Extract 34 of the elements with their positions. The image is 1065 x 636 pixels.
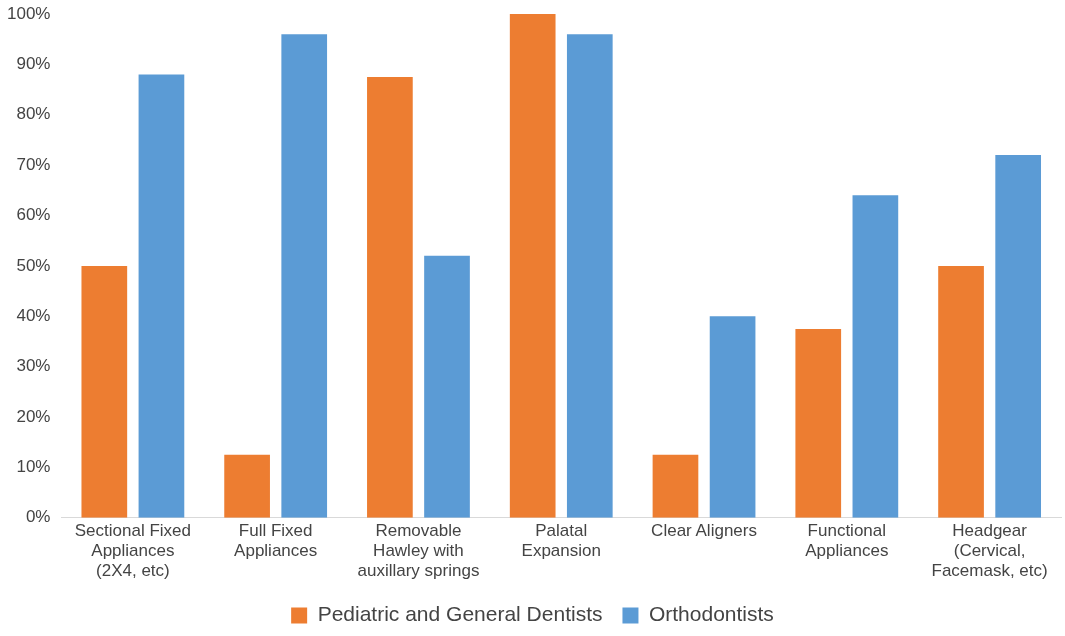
bar <box>995 155 1042 518</box>
x-tick-label: Removable Hawley with auxillary springs <box>357 520 480 581</box>
y-tick-label: 10% <box>16 457 51 477</box>
bar <box>224 454 270 518</box>
bar <box>138 74 185 518</box>
bar <box>938 265 984 518</box>
bar <box>852 195 899 518</box>
x-tick-label: Sectional Fixed Appliances (2X4, etc) <box>74 520 191 581</box>
x-tick-label: Full Fixed Appliances <box>234 520 318 561</box>
y-tick-label: 80% <box>16 104 51 124</box>
bar <box>81 265 128 518</box>
bar <box>652 454 699 518</box>
bar <box>709 316 756 518</box>
bar <box>424 255 470 518</box>
bar <box>509 14 556 518</box>
bar <box>795 328 842 518</box>
bar <box>367 76 413 518</box>
bar <box>281 34 328 518</box>
y-tick-label: 40% <box>16 305 51 325</box>
y-tick-label: 90% <box>16 54 51 74</box>
legend-label: Orthodontists <box>648 602 774 626</box>
x-tick-label: Functional Appliances <box>805 520 889 561</box>
x-tick-label: Palatal Expansion <box>521 520 601 561</box>
x-tick-label: Headgear (Cervical, Facemask, etc) <box>931 520 1048 581</box>
y-tick-label: 20% <box>16 406 51 426</box>
y-tick-label: 50% <box>16 255 51 275</box>
x-tick-label: Clear Aligners <box>651 520 757 540</box>
legend-label: Pediatric and General Dentists <box>317 602 603 626</box>
y-tick-label: 100% <box>7 3 51 23</box>
y-tick-label: 60% <box>16 205 51 225</box>
bar <box>566 34 613 518</box>
y-tick-label: 70% <box>16 154 51 174</box>
y-tick-label: 30% <box>16 356 51 376</box>
y-tick-label: 0% <box>25 507 51 527</box>
